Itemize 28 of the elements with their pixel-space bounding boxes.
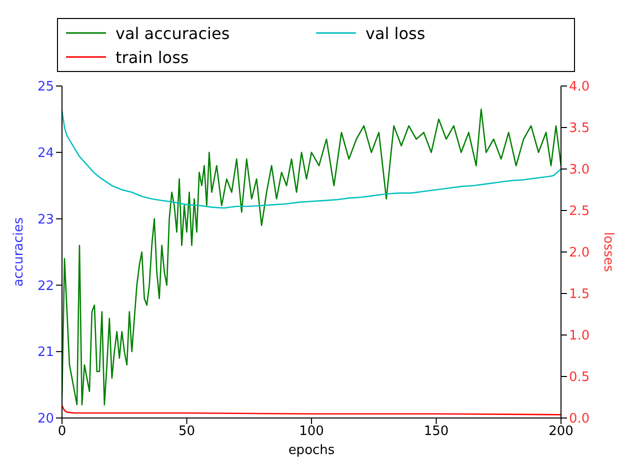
y-tick-label: 22 <box>37 278 54 294</box>
line-series <box>62 404 561 416</box>
x-tick-label: 150 <box>424 424 449 440</box>
x-tick-label: 0 <box>58 424 66 440</box>
y-tick-label: 21 <box>37 345 54 360</box>
y2-axis-title: losses <box>600 232 616 272</box>
y-tick-label: 25 <box>37 80 54 95</box>
legend-label: val loss <box>366 24 426 42</box>
y2-tick-label: 2.0 <box>569 246 590 261</box>
y2-tick-label: 1.5 <box>569 287 590 302</box>
y-axis-title: accuracies <box>12 217 27 287</box>
y2-tick-label: 3.5 <box>569 121 590 136</box>
line-series <box>62 108 561 406</box>
y-tick-label: 20 <box>37 412 54 427</box>
y2-tick-label: 1.0 <box>569 328 590 344</box>
y-tick-label: 23 <box>37 212 54 228</box>
legend-label: train loss <box>116 48 189 66</box>
x-tick-label: 50 <box>178 424 196 440</box>
x-axis-title: epochs <box>288 443 335 458</box>
y2-tick-label: 3.0 <box>569 162 590 178</box>
x-tick-label: 100 <box>299 424 324 440</box>
y2-tick-label: 2.5 <box>569 204 590 220</box>
line-series <box>62 110 561 209</box>
y2-tick-label: 0.5 <box>569 370 590 386</box>
x-tick-label: 200 <box>548 424 574 440</box>
y-tick-label: 24 <box>37 146 54 162</box>
y2-tick-label: 4.0 <box>569 80 590 95</box>
legend-label: val accuracies <box>116 24 230 42</box>
